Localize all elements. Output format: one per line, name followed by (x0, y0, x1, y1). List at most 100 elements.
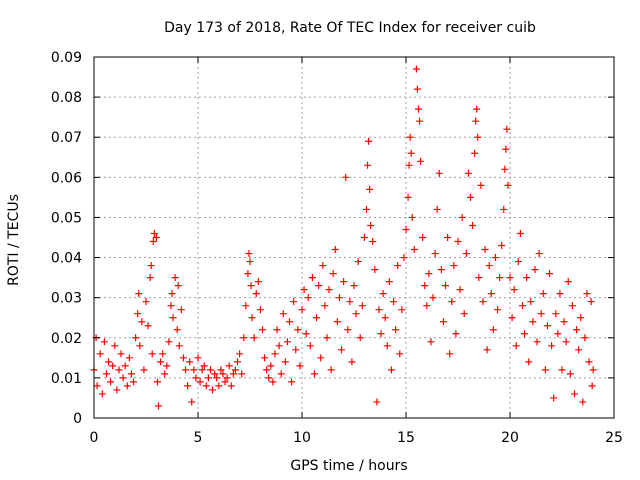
data-point (173, 326, 181, 334)
data-point (552, 310, 560, 318)
data-point (338, 346, 346, 354)
data-point (310, 370, 318, 378)
y-axis-label: ROTI / TECUs (6, 194, 22, 286)
data-point (496, 274, 504, 282)
data-point (450, 262, 458, 270)
data-point (100, 338, 108, 346)
data-point (286, 318, 294, 326)
data-point (177, 306, 185, 314)
data-point (329, 270, 337, 278)
data-point (258, 326, 266, 334)
data-point (102, 370, 110, 378)
data-point (267, 362, 275, 370)
data-point (525, 358, 533, 366)
data-point (407, 149, 415, 157)
data-point (479, 298, 487, 306)
data-point (412, 65, 420, 73)
data-point (587, 298, 595, 306)
data-point (375, 306, 383, 314)
data-point (560, 318, 568, 326)
data-point (200, 362, 208, 370)
data-point (223, 374, 231, 382)
data-point (206, 366, 214, 374)
data-point (435, 169, 443, 177)
data-point (283, 338, 291, 346)
data-point (319, 262, 327, 270)
data-point (523, 274, 531, 282)
data-point (333, 318, 341, 326)
data-point (93, 382, 101, 390)
data-point (229, 370, 237, 378)
data-point (350, 282, 358, 290)
data-point (174, 282, 182, 290)
data-point (261, 354, 269, 362)
data-point (130, 378, 138, 386)
y-tick-label: 0.01 (51, 371, 82, 387)
data-point (564, 278, 572, 286)
data-point (269, 378, 277, 386)
data-point (373, 398, 381, 406)
data-point (244, 270, 252, 278)
data-point (250, 334, 258, 342)
y-tick-label: 0.02 (51, 331, 82, 347)
data-point (503, 125, 511, 133)
data-point (475, 274, 483, 282)
data-point (454, 238, 462, 246)
data-point (144, 322, 152, 330)
data-point (573, 326, 581, 334)
data-point (346, 298, 354, 306)
data-point (242, 302, 250, 310)
data-point (340, 278, 348, 286)
data-point (186, 358, 194, 366)
y-tick-label: 0.08 (51, 90, 82, 106)
data-point (588, 382, 596, 390)
data-point (194, 354, 202, 362)
data-point (413, 85, 421, 93)
data-point (583, 290, 591, 298)
data-point (275, 342, 283, 350)
data-point (410, 246, 418, 254)
data-point (125, 354, 133, 362)
data-point (265, 374, 273, 382)
data-point (149, 238, 157, 246)
data-point (138, 318, 146, 326)
data-point (142, 298, 150, 306)
data-point (541, 366, 549, 374)
x-tick-label: 15 (397, 430, 415, 446)
data-point (279, 310, 287, 318)
data-point (304, 294, 312, 302)
data-point (385, 278, 393, 286)
data-point (290, 298, 298, 306)
data-point (182, 366, 190, 374)
data-point (127, 370, 135, 378)
data-point (288, 378, 296, 386)
data-point (115, 366, 123, 374)
axis-ticks (93, 56, 615, 419)
data-point (535, 250, 543, 258)
data-point (417, 157, 425, 165)
data-point (123, 382, 131, 390)
x-tick-label: 5 (194, 430, 203, 446)
data-point (240, 334, 248, 342)
data-point (356, 334, 364, 342)
data-point (506, 274, 514, 282)
data-point (396, 350, 404, 358)
data-point (483, 346, 491, 354)
data-point (188, 398, 196, 406)
data-point (531, 266, 539, 274)
data-point (321, 302, 329, 310)
data-point (342, 173, 350, 181)
data-point (466, 193, 474, 201)
data-point (568, 302, 576, 310)
data-point (429, 294, 437, 302)
data-point (171, 274, 179, 282)
data-point (527, 298, 535, 306)
x-tick-label: 0 (90, 430, 99, 446)
data-point (581, 334, 589, 342)
data-point (323, 334, 331, 342)
data-point (313, 314, 321, 322)
data-point (394, 262, 402, 270)
data-point (344, 326, 352, 334)
data-point (140, 366, 148, 374)
data-point (296, 362, 304, 370)
